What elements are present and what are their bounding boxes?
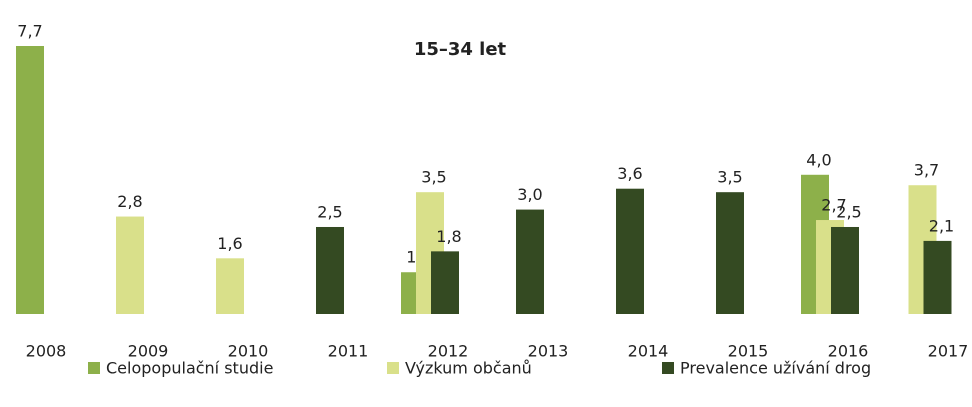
legend-label: Výzkum občanů <box>405 359 532 378</box>
x-tick-label: 2012 <box>428 342 469 361</box>
bar <box>431 251 459 314</box>
value-label: 3,6 <box>617 164 642 183</box>
value-label: 3,5 <box>421 168 446 187</box>
x-tick-label: 2008 <box>26 342 67 361</box>
value-label: 1,8 <box>436 227 461 246</box>
value-label: 2,7 <box>821 196 846 215</box>
bar <box>316 226 344 314</box>
x-tick-label: 2014 <box>628 342 669 361</box>
bar <box>831 226 859 314</box>
bar <box>923 240 952 314</box>
value-label: 2,1 <box>929 216 954 235</box>
bar <box>616 188 644 314</box>
value-label: 3,0 <box>517 185 542 204</box>
legend-swatch <box>387 362 399 374</box>
value-label: 2,5 <box>317 202 342 221</box>
x-tick-label: 2013 <box>528 342 569 361</box>
legend-label: Celopopulační studie <box>106 359 273 378</box>
legend-label: Prevalence užívání drog <box>680 359 871 378</box>
value-label: 2,5 <box>836 202 861 221</box>
value-label: 4,0 <box>806 150 831 169</box>
x-tick-label: 2015 <box>728 342 769 361</box>
legend-swatch <box>662 362 674 374</box>
x-tick-label: 2011 <box>328 342 369 361</box>
legend-swatch <box>88 362 100 374</box>
bar <box>716 192 744 314</box>
value-label: 1,6 <box>217 234 242 253</box>
bar <box>216 258 244 314</box>
x-tick-label: 2009 <box>128 342 169 361</box>
x-tick-label: 2016 <box>828 342 869 361</box>
value-label: 2,8 <box>117 192 142 211</box>
x-tick-label: 2010 <box>228 342 269 361</box>
bar <box>16 46 44 314</box>
bar <box>516 209 544 314</box>
value-label: 7,7 <box>17 22 42 41</box>
value-label: 3,7 <box>914 161 939 180</box>
x-tick-label: 2017 <box>928 342 969 361</box>
value-label: 3,5 <box>717 168 742 187</box>
chart-title: 15–34 let <box>414 39 507 60</box>
bar <box>116 216 144 314</box>
